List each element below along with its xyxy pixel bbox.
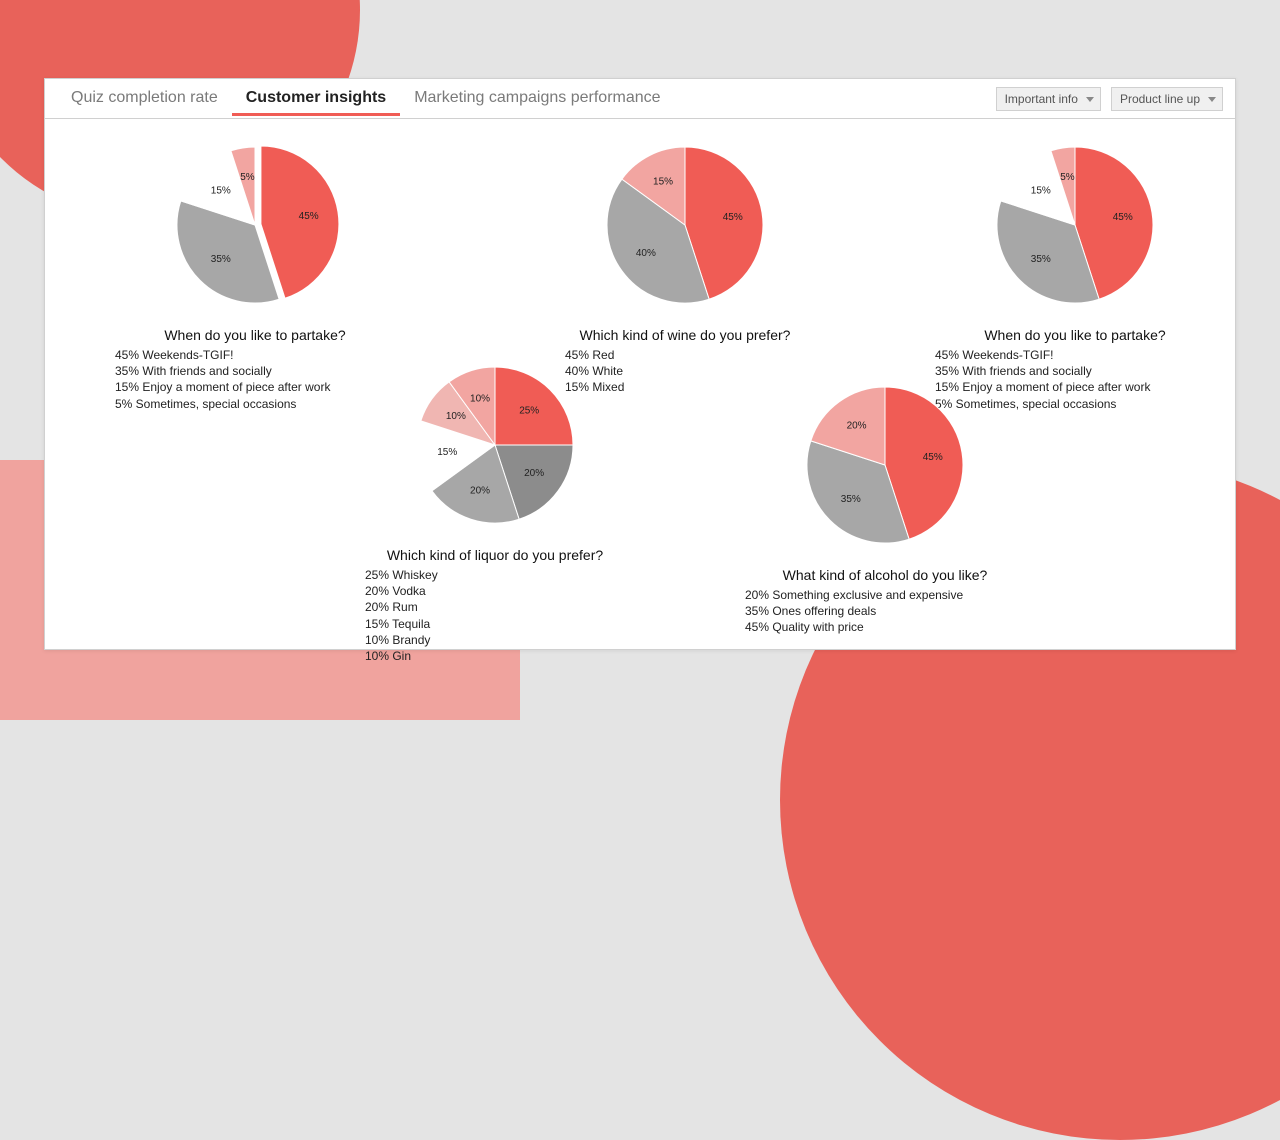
pie-wine: 45% 40% 15% [589, 129, 781, 321]
legend-line: 10% Gin [365, 648, 625, 664]
tab-bar: Quiz completion rateCustomer insightsMar… [45, 79, 1235, 119]
legend-line: 25% Whiskey [365, 567, 625, 583]
pie-slice-label: 5% [1060, 172, 1075, 183]
chart-title: Which kind of wine do you prefer? [565, 327, 805, 343]
chart-legend: 45% Weekends-TGIF!35% With friends and s… [115, 347, 395, 412]
legend-line: 10% Brandy [365, 632, 625, 648]
legend-line: 35% Ones offering deals [745, 603, 1025, 619]
chart-title: What kind of alcohol do you like? [745, 567, 1025, 583]
pie-slice-label: 20% [847, 421, 867, 432]
pie-slice-label: 45% [299, 211, 319, 222]
pie-slice-label: 35% [841, 494, 861, 505]
tab-customer-insights[interactable]: Customer insights [232, 81, 400, 116]
pie-partake-1: 45% 35% 15% 5% [159, 129, 351, 321]
pie-liquor: 25% 20% 20% 15% 10% 10% [399, 349, 591, 541]
pie-alcohol: 45% 35% 20% [789, 369, 981, 561]
pie-slice-label: 45% [723, 212, 743, 223]
pie-slice-label: 15% [437, 447, 457, 458]
pie-slice-label: 25% [519, 405, 539, 416]
legend-line: 20% Something exclusive and expensive [745, 587, 1025, 603]
pie-slice-label: 35% [211, 254, 231, 265]
pie-partake-2: 45% 35% 15% 5% [979, 129, 1171, 321]
charts-canvas: 45% 35% 15% 5% When do you like to partake? 4… [45, 119, 1235, 649]
pie-slice-label: 15% [1031, 185, 1051, 196]
legend-line: 45% Quality with price [745, 619, 1025, 635]
pie-slice-label: 15% [653, 177, 673, 188]
dashboard-panel: Quiz completion rateCustomer insightsMar… [44, 78, 1236, 650]
chart-title: When do you like to partake? [935, 327, 1215, 343]
chart-title: When do you like to partake? [115, 327, 395, 343]
legend-line: 15% Tequila [365, 616, 625, 632]
chart-partake-1: 45% 35% 15% 5% When do you like to partake? 4… [115, 129, 395, 412]
chart-liquor: 25% 20% 20% 15% 10% 10% Which kind of liquor d… [365, 349, 625, 664]
pie-slice-label: 10% [470, 394, 490, 405]
pie-slice-label: 20% [524, 468, 544, 479]
legend-line: 45% Weekends-TGIF! [115, 347, 395, 363]
pie-slice-label: 40% [636, 248, 656, 259]
pie-slice-label: 35% [1031, 254, 1051, 265]
legend-line: 45% Weekends-TGIF! [935, 347, 1215, 363]
pie-slice [261, 146, 339, 298]
dropdown-product-line-up[interactable]: Product line up [1111, 87, 1223, 111]
tab-marketing-campaigns-performance[interactable]: Marketing campaigns performance [400, 81, 674, 116]
pie-slice-label: 15% [211, 185, 231, 196]
legend-line: 5% Sometimes, special occasions [115, 396, 395, 412]
legend-line: 20% Vodka [365, 583, 625, 599]
chart-legend: 20% Something exclusive and expensive35%… [745, 587, 1025, 636]
pie-slice-label: 5% [240, 172, 255, 183]
chart-alcohol: 45% 35% 20% What kind of alcohol do you lik… [745, 369, 1025, 636]
pie-slice-label: 20% [470, 486, 490, 497]
pie-slice-label: 10% [446, 411, 466, 422]
chart-title: Which kind of liquor do you prefer? [365, 547, 625, 563]
dropdown-important-info[interactable]: Important info [996, 87, 1101, 111]
tab-quiz-completion-rate[interactable]: Quiz completion rate [57, 81, 232, 116]
chart-legend: 25% Whiskey20% Vodka20% Rum15% Tequila10… [365, 567, 625, 664]
legend-line: 35% With friends and socially [115, 363, 395, 379]
legend-line: 20% Rum [365, 599, 625, 615]
legend-line: 15% Enjoy a moment of piece after work [115, 379, 395, 395]
pie-slice-label: 45% [1113, 212, 1133, 223]
pie-slice-label: 45% [923, 452, 943, 463]
